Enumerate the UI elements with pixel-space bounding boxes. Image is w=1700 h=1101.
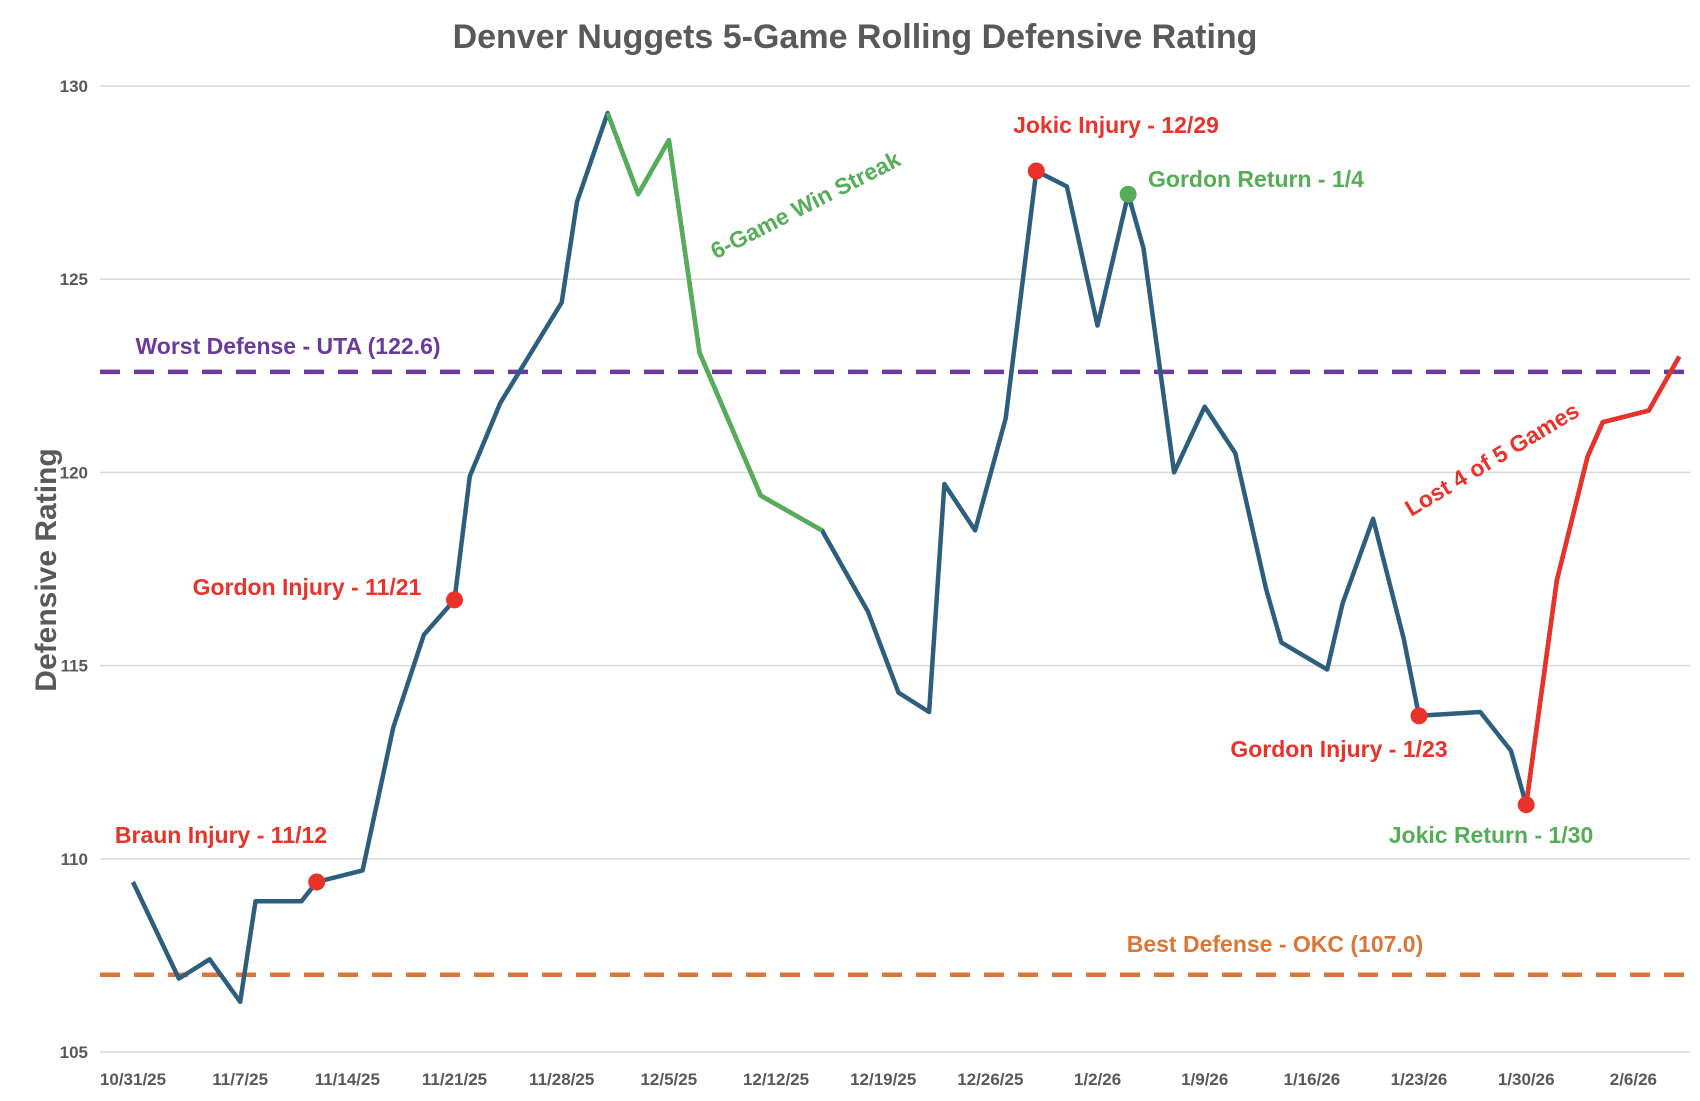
x-tick-label: 12/26/25 [957, 1070, 1023, 1089]
y-axis-label: Defensive Rating [30, 448, 63, 691]
event-marker [1027, 162, 1045, 180]
x-tick-label: 1/30/26 [1498, 1070, 1555, 1089]
y-tick-label: 120 [60, 463, 88, 482]
annotation-jokic-injury: Jokic Injury - 12/29 [1013, 112, 1219, 138]
event-marker [446, 591, 464, 609]
x-tick-label: 12/5/25 [640, 1070, 697, 1089]
y-tick-label: 130 [60, 77, 88, 96]
annotation-lost-4-of-5: Lost 4 of 5 Games [1400, 397, 1583, 521]
x-tick-label: 11/14/25 [315, 1070, 380, 1089]
event-marker [1517, 796, 1535, 814]
x-tick-label: 11/28/25 [529, 1070, 594, 1089]
annotation-best-defense: Best Defense - OKC (107.0) [1127, 931, 1424, 957]
x-tick-label: 1/2/26 [1074, 1070, 1121, 1089]
x-tick-label: 12/19/25 [850, 1070, 916, 1089]
event-marker [1410, 707, 1428, 725]
series-line [130, 110, 1682, 1005]
annotation-braun-injury: Braun Injury - 11/12 [115, 822, 327, 848]
event-marker [308, 873, 326, 891]
annotation-gordon-return: Gordon Return - 1/4 [1148, 166, 1364, 192]
annotation-win-streak: 6-Game Win Streak [706, 146, 905, 264]
annotation-worst-defense: Worst Defense - UTA (122.6) [135, 333, 440, 359]
x-tick-label: 2/6/26 [1610, 1070, 1657, 1089]
y-tick-label: 110 [61, 850, 88, 869]
annotation-gordon-injury-123: Gordon Injury - 1/23 [1230, 736, 1447, 762]
x-tick-label: 11/7/25 [212, 1070, 268, 1089]
x-tick-label: 1/23/26 [1391, 1070, 1448, 1089]
annotation-gordon-injury-1121: Gordon Injury - 11/21 [193, 574, 422, 600]
y-tick-label: 115 [61, 657, 88, 676]
event-marker [1119, 185, 1137, 203]
x-tick-label: 10/31/25 [100, 1070, 166, 1089]
chart-title: Denver Nuggets 5-Game Rolling Defensive … [453, 18, 1258, 56]
y-tick-label: 105 [60, 1043, 88, 1062]
x-tick-label: 12/12/25 [743, 1070, 809, 1089]
x-tick-label: 1/9/26 [1181, 1070, 1228, 1089]
x-tick-label: 1/16/26 [1284, 1070, 1341, 1089]
x-tick-label: 11/21/25 [422, 1070, 487, 1089]
highlight-segment [1523, 355, 1682, 806]
annotation-jokic-return: Jokic Return - 1/30 [1389, 822, 1594, 848]
y-tick-label: 125 [60, 270, 88, 289]
highlight-segment [605, 112, 824, 533]
